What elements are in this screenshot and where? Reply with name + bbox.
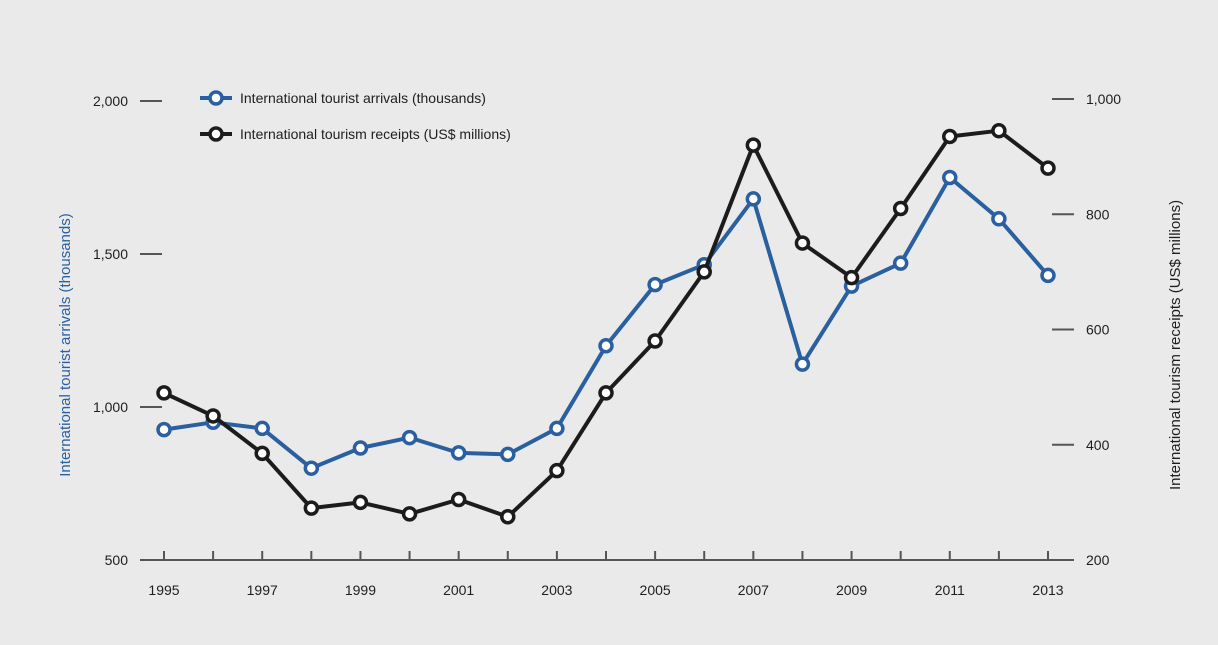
left-axis-title: International tourist arrivals (thousand… <box>57 213 74 476</box>
point-receipts-2007 <box>745 137 762 153</box>
right-tick-label-1000: 1,000 <box>1086 91 1121 107</box>
point-receipts-2004 <box>598 385 614 401</box>
x-tick-label-2003: 2003 <box>541 582 572 598</box>
x-tick-label-1995: 1995 <box>148 582 179 598</box>
point-arrivals-1997 <box>254 420 270 437</box>
point-receipts-2002 <box>500 509 516 525</box>
legend-item-receipts: International tourism receipts (US$ mill… <box>200 126 511 142</box>
point-arrivals-2011 <box>942 169 958 186</box>
axes-layer: 1995 1997 1999 2001 2003 2005 2007 2009 2011 2013… <box>93 91 1121 598</box>
right-tick-label-800: 800 <box>1086 206 1110 222</box>
point-arrivals-2004 <box>598 338 614 354</box>
point-receipts-1997 <box>254 445 270 462</box>
series-layer <box>156 122 1056 525</box>
left-tick-label-1500: 1,500 <box>93 246 128 262</box>
x-tick-label-2011: 2011 <box>935 582 965 598</box>
right-tick-label-400: 400 <box>1086 437 1110 453</box>
legend-label-receipts: International tourism receipts (US$ mill… <box>240 126 511 142</box>
x-tick-label-2009: 2009 <box>836 582 867 598</box>
point-receipts-2009 <box>843 269 860 286</box>
point-receipts-1996 <box>205 408 221 424</box>
point-arrivals-2005 <box>647 276 663 293</box>
left-tick-label-1000: 1,000 <box>93 399 128 415</box>
point-arrivals-2002 <box>500 446 516 463</box>
point-receipts-2012 <box>991 122 1007 139</box>
point-arrivals-1999 <box>352 440 369 456</box>
legend: International tourist arrivals (thousand… <box>200 90 511 142</box>
point-receipts-2003 <box>549 462 565 479</box>
legend-swatch-receipts-marker <box>208 126 224 142</box>
point-receipts-2013 <box>1040 160 1056 176</box>
left-tick-label-500: 500 <box>105 552 129 568</box>
legend-swatch-arrivals-marker <box>208 90 224 106</box>
point-arrivals-2010 <box>892 255 909 271</box>
point-receipts-2000 <box>401 506 418 522</box>
legend-item-arrivals: International tourist arrivals (thousand… <box>200 90 486 106</box>
point-arrivals-1998 <box>303 460 320 476</box>
left-tick-label-2000: 2,000 <box>93 93 128 109</box>
point-arrivals-2013 <box>1040 267 1056 284</box>
point-arrivals-2000 <box>401 429 418 446</box>
point-receipts-1999 <box>352 494 369 511</box>
right-axis-title: International tourism receipts (US$ mill… <box>1167 200 1184 490</box>
point-receipts-2011 <box>942 128 958 145</box>
x-tick-label-2013: 2013 <box>1032 582 1063 598</box>
point-arrivals-2012 <box>991 211 1007 227</box>
right-tick-label-600: 600 <box>1086 322 1110 338</box>
x-tick-label-2005: 2005 <box>640 582 671 598</box>
x-tick-label-2001: 2001 <box>443 582 474 598</box>
point-arrivals-1995 <box>156 421 172 438</box>
point-receipts-2006 <box>696 264 712 280</box>
legend-label-arrivals: International tourist arrivals (thousand… <box>240 90 486 106</box>
point-arrivals-2007 <box>745 191 762 207</box>
point-receipts-1998 <box>303 500 320 516</box>
point-receipts-1995 <box>156 385 172 401</box>
point-receipts-2001 <box>450 491 467 508</box>
point-arrivals-2003 <box>549 420 565 437</box>
point-receipts-2005 <box>647 333 663 349</box>
right-tick-label-200: 200 <box>1086 552 1110 568</box>
x-tick-label-1999: 1999 <box>345 582 376 598</box>
point-arrivals-2008 <box>794 356 811 372</box>
point-arrivals-2001 <box>450 445 467 461</box>
x-tick-label-1997: 1997 <box>247 582 278 598</box>
point-receipts-2008 <box>794 235 811 251</box>
x-tick-label-2007: 2007 <box>738 582 769 598</box>
point-receipts-2010 <box>892 200 909 217</box>
